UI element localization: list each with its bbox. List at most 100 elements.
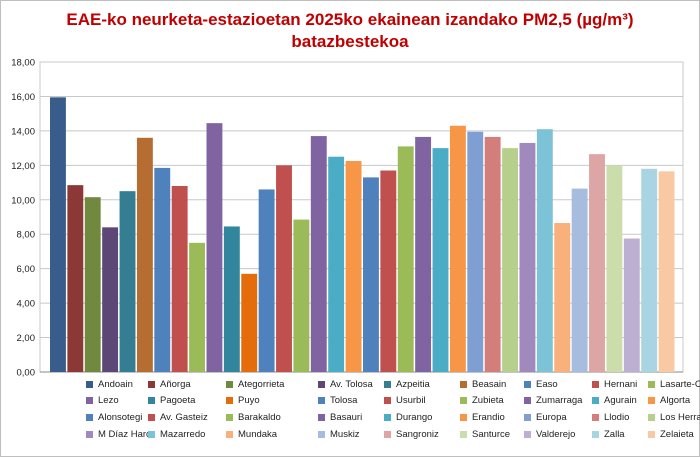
legend-item: Mazarredo (148, 427, 205, 441)
legend-label: Zumarraga (536, 394, 583, 406)
legend-item: Alonsotegi (86, 410, 142, 424)
legend-label: Zubieta (472, 394, 504, 406)
legend-label: Andoain (98, 378, 133, 390)
legend-label: Agurain (604, 394, 637, 406)
y-tick-label: 2,00 (17, 333, 36, 344)
legend-label: Basauri (330, 411, 363, 423)
legend-label: M Díaz Haro (98, 428, 152, 440)
legend-label: Easo (536, 378, 558, 390)
legend-label: Santurce (472, 428, 511, 440)
bar-pagoeta (223, 226, 240, 372)
bar-erandio (449, 125, 466, 372)
legend-swatch (318, 380, 325, 388)
legend-label: Zalla (604, 428, 625, 440)
legend-swatch (148, 430, 155, 438)
legend-item: Llodio (592, 410, 629, 424)
legend-label: Algorta (660, 394, 691, 406)
bar-a-orga (67, 185, 84, 372)
legend-item: Durango (384, 410, 432, 424)
legend-swatch (384, 380, 391, 388)
legend-item: Algorta (648, 393, 690, 407)
legend-item: Av. Tolosa (318, 377, 373, 391)
legend-swatch (524, 380, 531, 388)
legend-swatch (86, 380, 93, 388)
legend-swatch (226, 380, 233, 388)
legend-item: Easo (524, 377, 558, 391)
legend-label: Lasarte-Oria (660, 378, 700, 390)
legend-swatch (384, 413, 391, 421)
bar-tolosa (258, 189, 275, 372)
legend-item: Erandio (460, 410, 505, 424)
legend-label: Durango (396, 411, 433, 423)
y-tick-label: 14,00 (11, 126, 35, 137)
legend-item: Valderejo (524, 427, 575, 441)
legend-item: Agurain (592, 393, 637, 407)
legend-swatch (460, 380, 467, 388)
legend-swatch (648, 380, 655, 388)
bar-los-herran (502, 148, 518, 372)
bar-basauri (415, 136, 432, 372)
bar-zubieta (293, 219, 310, 372)
bar-av-gasteiz (380, 170, 397, 372)
legend-label: Los Herran (660, 411, 700, 423)
legend-label: Azpeitia (396, 378, 430, 390)
bar-lezo (206, 123, 223, 372)
bar-santurce (606, 165, 623, 372)
bar-zelaieta (658, 171, 675, 372)
legend-swatch (226, 413, 233, 421)
legend-swatch (648, 430, 655, 438)
y-tick-label: 6,00 (17, 264, 36, 275)
legend-label: Alonsotegi (98, 411, 143, 423)
bar-andoain (50, 97, 66, 372)
legend-item: Andoain (86, 377, 133, 391)
legend-item: Santurce (460, 427, 510, 441)
legend-label: Sangroniz (396, 428, 439, 440)
legend-item: Los Herran (648, 410, 700, 424)
legend-label: Mundaka (238, 428, 278, 440)
legend-swatch (592, 430, 599, 438)
legend-label: Añorga (160, 378, 191, 390)
bar-durango (432, 148, 449, 372)
legend-item: Mundaka (226, 427, 277, 441)
legend-swatch (384, 430, 391, 438)
legend-swatch (524, 413, 531, 421)
bar-hernani (171, 186, 188, 372)
bar-lasarte-oria (189, 242, 205, 372)
legend-item: Usurbil (384, 393, 426, 407)
legend-swatch (318, 413, 325, 421)
y-tick-label: 16,00 (11, 92, 35, 103)
bar-mazarredo (536, 129, 553, 372)
legend-label: Barakaldo (238, 411, 281, 423)
legend-label: Mazarredo (160, 428, 206, 440)
legend-item: Lasarte-Oria (648, 377, 700, 391)
bar-sangroniz (589, 154, 605, 372)
legend-swatch (148, 413, 155, 421)
legend-swatch (460, 413, 467, 421)
legend-swatch (648, 396, 655, 404)
bar-alonsotegi (363, 177, 379, 372)
legend-label: Beasain (472, 378, 507, 390)
legend-label: Lezo (98, 394, 119, 406)
legend-item: Av. Gasteiz (148, 410, 208, 424)
bar-europa (467, 131, 484, 372)
legend-label: Llodio (604, 411, 630, 423)
bar-azpeitia (119, 191, 136, 372)
legend-swatch (524, 396, 531, 404)
bar-barakaldo (397, 146, 414, 372)
legend-item: Tolosa (318, 393, 357, 407)
bar-muskiz (571, 188, 588, 372)
legend-item: Beasain (460, 377, 506, 391)
legend-swatch (592, 380, 599, 388)
bar-algorta (345, 161, 362, 372)
chart-title-line2: batazbestekoa (291, 32, 409, 51)
legend-item: Ategorrieta (226, 377, 284, 391)
legend-swatch (86, 396, 93, 404)
legend-item: Basauri (318, 410, 362, 424)
bar-ategorrieta (84, 197, 101, 372)
legend-item: M Díaz Haro (86, 427, 151, 441)
legend-swatch (148, 396, 155, 404)
legend-swatch (318, 430, 325, 438)
chart-title-line1: EAE-ko neurketa-estazioetan 2025ko ekain… (66, 10, 634, 29)
legend-item: Azpeitia (384, 377, 430, 391)
legend-label: Muskiz (330, 428, 360, 440)
